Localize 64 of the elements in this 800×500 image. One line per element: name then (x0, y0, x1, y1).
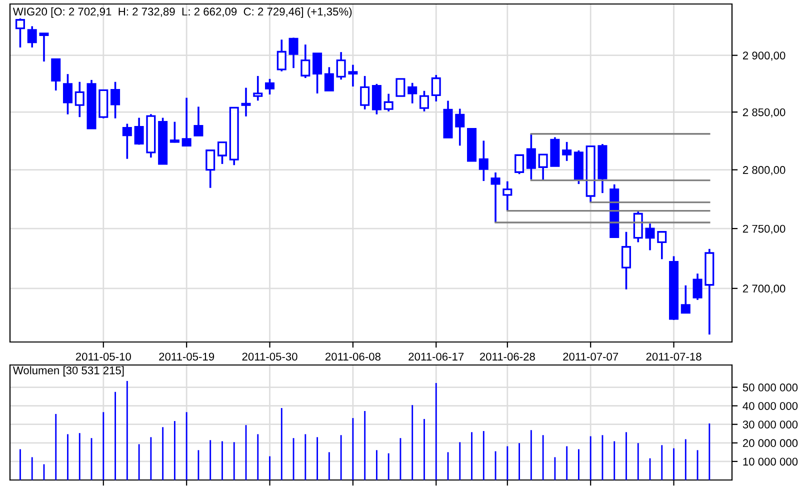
candlestick (217, 141, 227, 165)
y-tick-label: 50 000 000 (742, 384, 798, 392)
candlestick (645, 222, 655, 252)
candlestick (657, 230, 667, 260)
candlestick (276, 38, 286, 72)
candlestick (74, 80, 84, 118)
chart-title: WIG20 [O: 2 702,91 H: 2 732,89 L: 2 662,09 C: 2 729,46] (+1,35%) (12, 7, 352, 18)
candlestick (692, 272, 702, 301)
candlestick (526, 132, 536, 180)
x-tick-label: 2011-06-08 (325, 352, 380, 361)
x-tick-label: 2011-06-28 (480, 352, 535, 361)
x-tick-label: 2011-07-18 (646, 352, 702, 361)
candlestick (490, 172, 500, 224)
candlestick (621, 230, 631, 290)
candlestick (348, 64, 358, 88)
candlestick (502, 180, 512, 212)
x-tick-label: 2011-06-17 (408, 352, 464, 361)
y-tick-label: 20 000 000 (742, 439, 798, 448)
y-tick-label: 2 850,00 (742, 108, 786, 118)
candlestick (182, 96, 192, 147)
x-tick-label: 2011-05-30 (242, 352, 298, 361)
candlestick (265, 78, 275, 96)
candlestick (680, 284, 690, 314)
candlestick (360, 75, 370, 110)
y-tick-label: 10 000 000 (743, 458, 798, 466)
candlestick (39, 32, 49, 62)
candlestick (170, 120, 180, 144)
candlestick (396, 78, 406, 97)
candlestick (455, 108, 465, 147)
candlestick (538, 154, 548, 182)
candlestick (122, 122, 132, 160)
x-tick-label: 2011-05-10 (76, 352, 131, 361)
y-tick-label: 2 700,00 (742, 284, 786, 294)
candlestick (372, 83, 382, 116)
x-tick-label: 2011-05-19 (159, 352, 214, 361)
candlestick (324, 66, 334, 92)
candlestick (241, 86, 251, 118)
chart-title: Wolumen [30 531 215] (12, 366, 124, 377)
y-tick-label: 2 800,00 (742, 166, 786, 176)
candlestick (419, 90, 429, 112)
y-tick-label: 2 900,00 (742, 52, 786, 61)
y-tick-label: 40 000 000 (742, 402, 798, 410)
candlestick (288, 36, 298, 69)
candlestick (384, 92, 394, 112)
candlestick (300, 44, 310, 79)
x-tick-label: 2011-07-07 (563, 352, 618, 361)
candlestick (51, 58, 61, 92)
candlestick (27, 25, 37, 48)
candlestick (431, 74, 441, 102)
candlestick (562, 141, 572, 162)
candlestick (110, 80, 120, 120)
candlestick (336, 51, 346, 81)
candlestick (408, 82, 418, 104)
candlestick (15, 18, 25, 48)
candlestick (514, 154, 524, 176)
candlestick (194, 106, 204, 137)
y-tick-label: 30 000 000 (742, 420, 798, 428)
candlestick (253, 75, 263, 102)
candlestick (134, 116, 144, 146)
candlestick (206, 149, 216, 189)
candlestick (478, 140, 488, 182)
candlestick (62, 73, 73, 116)
y-tick-label: 2 750,00 (742, 224, 786, 234)
candlestick (312, 52, 322, 94)
